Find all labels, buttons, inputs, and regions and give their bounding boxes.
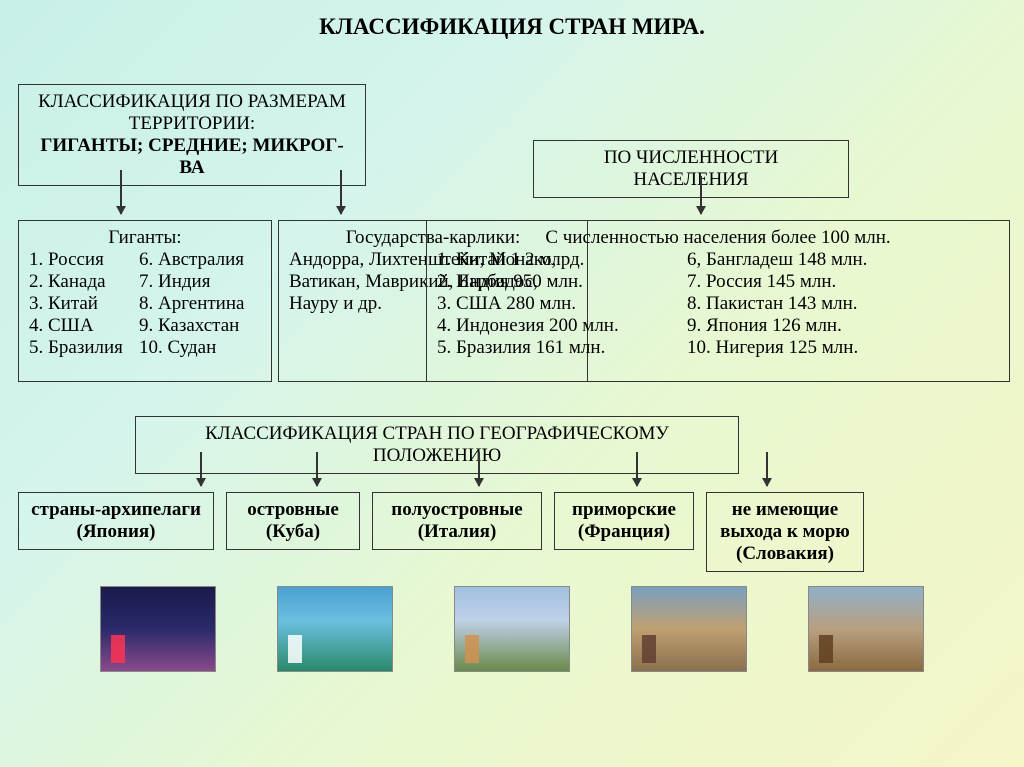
geo-type-line: не имеющие bbox=[717, 499, 853, 521]
geo-type-box: страны-архипелаги(Япония) bbox=[18, 492, 214, 550]
list-item: 10. Нигерия 125 млн. bbox=[687, 337, 999, 359]
list-item: 10. Судан bbox=[139, 337, 261, 359]
list-item: 9. Япония 126 млн. bbox=[687, 315, 999, 337]
giants-col1: 1. Россия2. Канада3. Китай4. США5. Брази… bbox=[29, 249, 139, 359]
list-item: 7. Индия bbox=[139, 271, 261, 293]
list-item: 5. Бразилия bbox=[29, 337, 139, 359]
box-giants: Гиганты: 1. Россия2. Канада3. Китай4. СШ… bbox=[18, 220, 272, 382]
list-item: 1. Китай 1 2 млрд. bbox=[437, 249, 687, 271]
geo-type-box: островные(Куба) bbox=[226, 492, 360, 550]
geo-type-line: (Италия) bbox=[383, 521, 531, 543]
list-item: 6. Австралия bbox=[139, 249, 261, 271]
list-item: 6, Бангладеш 148 млн. bbox=[687, 249, 999, 271]
geo-type-line: островные bbox=[237, 499, 349, 521]
geo-type-line: приморские bbox=[565, 499, 683, 521]
giants-col2: 6. Австралия7. Индия8. Аргентина9. Казах… bbox=[139, 249, 261, 359]
geo-type-line: (Франция) bbox=[565, 521, 683, 543]
arrow-icon bbox=[636, 452, 638, 486]
list-item: 2. Индия 950 млн. bbox=[437, 271, 687, 293]
list-item: 3. Китай bbox=[29, 293, 139, 315]
list-item: 3. США 280 млн. bbox=[437, 293, 687, 315]
list-item: 9. Казахстан bbox=[139, 315, 261, 337]
arrow-icon bbox=[700, 176, 702, 214]
list-item: 8. Аргентина bbox=[139, 293, 261, 315]
geo-type-line: выхода к морю bbox=[717, 521, 853, 543]
geo-type-box: полуостровные(Италия) bbox=[372, 492, 542, 550]
geo-type-line: (Куба) bbox=[237, 521, 349, 543]
box-population-100m: С численностью населения более 100 млн. … bbox=[426, 220, 1010, 382]
list-item: 8. Пакистан 143 млн. bbox=[687, 293, 999, 315]
territory-line3: ГИГАНТЫ; СРЕДНИЕ; МИКРОГ-ВА bbox=[29, 135, 355, 179]
box-geo-header: КЛАССИФИКАЦИЯ СТРАН ПО ГЕОГРАФИЧЕСКОМУ П… bbox=[135, 416, 739, 474]
arrow-icon bbox=[316, 452, 318, 486]
arrow-icon bbox=[120, 170, 122, 214]
arrow-icon bbox=[766, 452, 768, 486]
list-item: 2. Канада bbox=[29, 271, 139, 293]
list-item: 7. Россия 145 млн. bbox=[687, 271, 999, 293]
territory-line1: КЛАССИФИКАЦИЯ ПО РАЗМЕРАМ bbox=[29, 91, 355, 113]
box-territory-header: КЛАССИФИКАЦИЯ ПО РАЗМЕРАМ ТЕРРИТОРИИ: ГИ… bbox=[18, 84, 366, 186]
thumbnail-image bbox=[454, 586, 570, 672]
page-title: КЛАССИФИКАЦИЯ СТРАН МИРА. bbox=[0, 0, 1024, 40]
geo-type-box: приморские(Франция) bbox=[554, 492, 694, 550]
territory-line2: ТЕРРИТОРИИ: bbox=[29, 113, 355, 135]
geo-type-line: страны-архипелаги bbox=[29, 499, 203, 521]
list-item: 4. США bbox=[29, 315, 139, 337]
pop100-col2: 6, Бангладеш 148 млн.7. Россия 145 млн.8… bbox=[687, 249, 999, 359]
pop100-title: С численностью населения более 100 млн. bbox=[437, 227, 999, 249]
arrow-icon bbox=[200, 452, 202, 486]
thumbnail-image bbox=[808, 586, 924, 672]
arrow-icon bbox=[478, 452, 480, 486]
thumbnail-row bbox=[0, 586, 1024, 672]
thumbnail-image bbox=[100, 586, 216, 672]
thumbnail-image bbox=[631, 586, 747, 672]
pop100-col1: 1. Китай 1 2 млрд.2. Индия 950 млн.3. СШ… bbox=[437, 249, 687, 359]
list-item: 1. Россия bbox=[29, 249, 139, 271]
geo-type-line: полуостровные bbox=[383, 499, 531, 521]
arrow-icon bbox=[340, 170, 342, 214]
giants-title: Гиганты: bbox=[29, 227, 261, 249]
list-item: 5. Бразилия 161 млн. bbox=[437, 337, 687, 359]
geo-type-line: (Словакия) bbox=[717, 543, 853, 565]
geo-type-box: не имеющиевыхода к морю(Словакия) bbox=[706, 492, 864, 572]
thumbnail-image bbox=[277, 586, 393, 672]
box-population-header: ПО ЧИСЛЕННОСТИ НАСЕЛЕНИЯ bbox=[533, 140, 849, 198]
geo-type-line: (Япония) bbox=[29, 521, 203, 543]
list-item: 4. Индонезия 200 млн. bbox=[437, 315, 687, 337]
